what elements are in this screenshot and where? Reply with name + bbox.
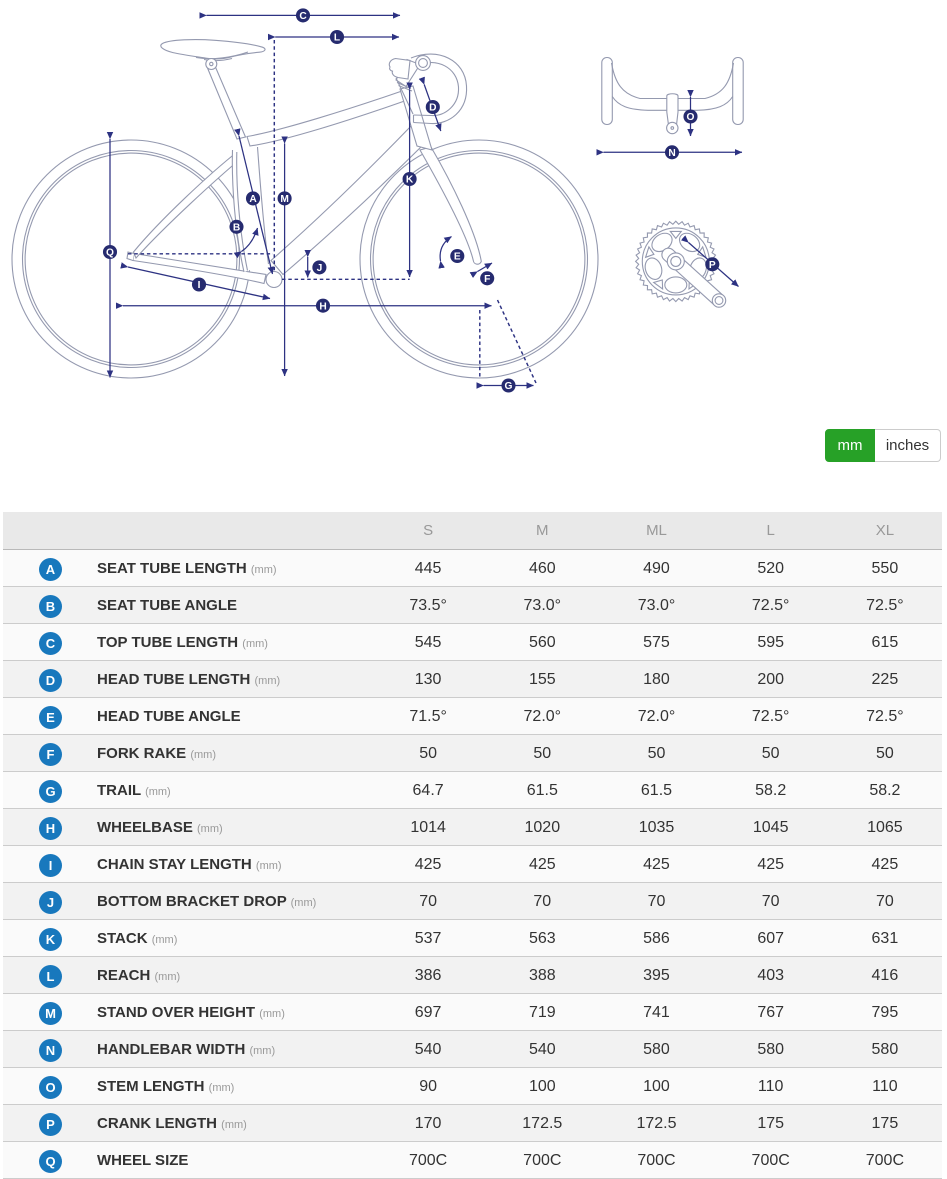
svg-text:L: L: [334, 33, 340, 44]
svg-text:M: M: [280, 194, 289, 205]
svg-text:E: E: [454, 252, 461, 263]
svg-text:F: F: [484, 274, 490, 285]
svg-text:B: B: [233, 222, 240, 233]
svg-text:D: D: [429, 103, 436, 114]
svg-text:I: I: [198, 280, 201, 291]
svg-text:G: G: [505, 381, 513, 392]
svg-text:P: P: [709, 260, 716, 271]
svg-text:C: C: [299, 11, 307, 22]
svg-text:H: H: [319, 301, 326, 312]
svg-text:J: J: [317, 263, 323, 274]
svg-text:O: O: [687, 112, 695, 123]
svg-text:Q: Q: [106, 248, 114, 259]
svg-text:A: A: [249, 194, 257, 205]
svg-text:K: K: [406, 175, 414, 186]
svg-text:N: N: [668, 148, 675, 159]
